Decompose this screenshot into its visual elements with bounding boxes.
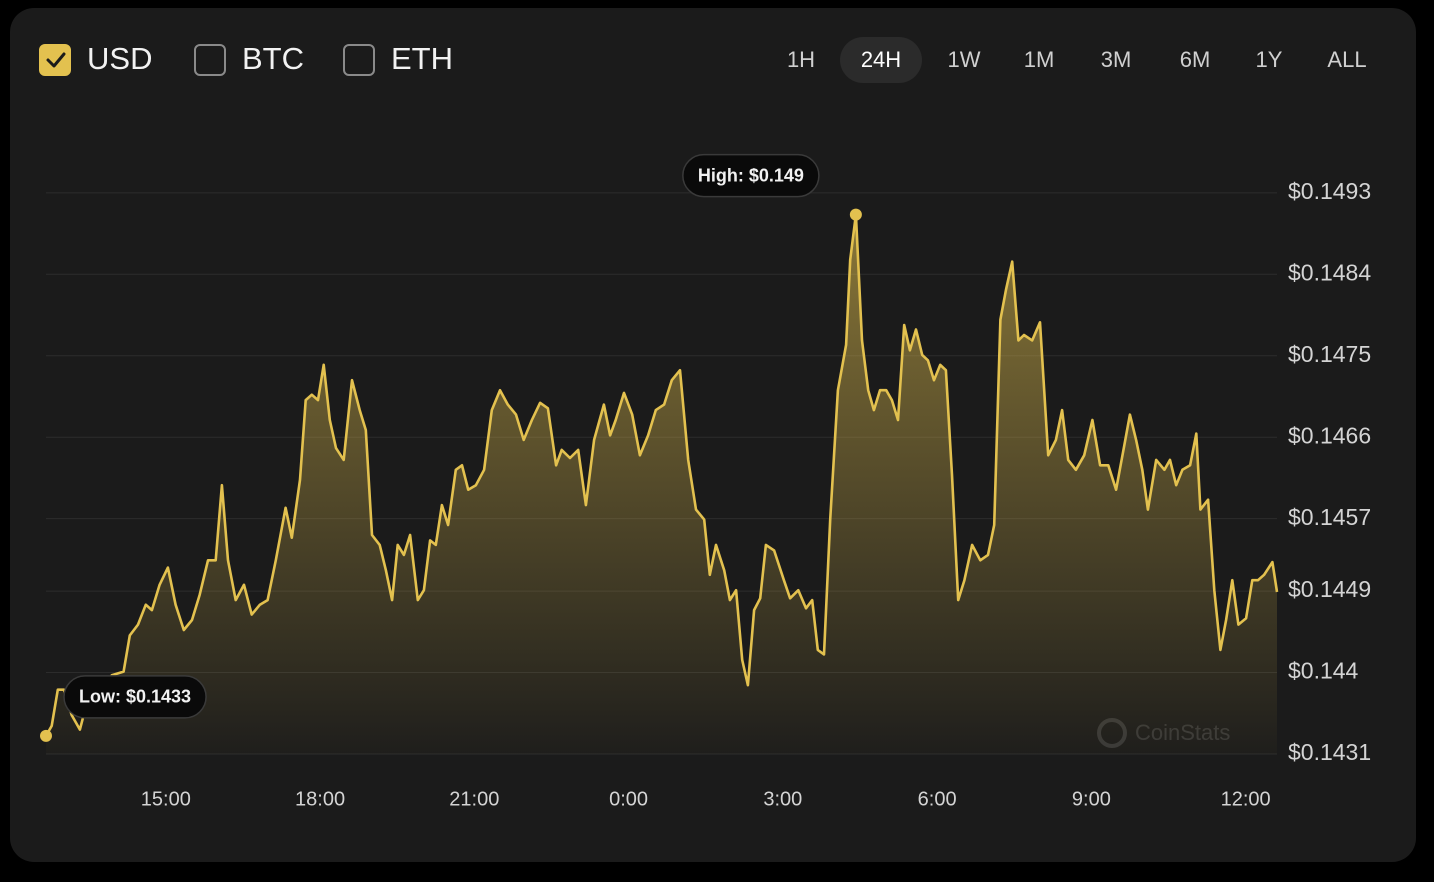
toggle-label[interactable]: USD [87, 41, 152, 76]
range-button[interactable]: 3M [1101, 47, 1132, 72]
currency-toggle[interactable]: USD [39, 41, 152, 76]
range-button[interactable]: 1M [1024, 47, 1055, 72]
y-tick-label: $0.1484 [1288, 259, 1371, 285]
checkbox[interactable] [343, 44, 375, 76]
y-tick-label: $0.1475 [1288, 341, 1371, 367]
callout-box [63, 675, 207, 719]
callout-box [682, 153, 820, 198]
x-tick-label: 9:00 [1072, 788, 1111, 810]
checkbox[interactable] [194, 44, 226, 76]
y-tick-label: $0.1466 [1288, 422, 1371, 448]
range-button[interactable]: ALL [1327, 47, 1366, 72]
x-tick-label: 15:00 [141, 788, 191, 810]
range-button[interactable]: 1W [948, 47, 981, 72]
range-button[interactable]: 1Y [1256, 47, 1283, 72]
high-marker [849, 208, 862, 221]
callout-text: High: $0.149 [698, 165, 804, 185]
x-tick-label: 12:00 [1221, 788, 1271, 810]
x-tick-label: 6:00 [918, 788, 957, 810]
range-pill[interactable] [840, 37, 922, 83]
high-callout: High: $0.149 [682, 153, 820, 198]
currency-toggle[interactable]: BTC [194, 41, 304, 76]
x-tick-label: 18:00 [295, 788, 345, 810]
x-tick-label: 21:00 [449, 788, 499, 810]
y-tick-label: $0.144 [1288, 658, 1359, 684]
range-button[interactable]: 6M [1180, 47, 1211, 72]
low-marker [40, 729, 52, 742]
toggle-label[interactable]: BTC [242, 41, 304, 76]
range-button[interactable]: 1H [787, 47, 815, 72]
check-mark [46, 52, 66, 68]
low-callout: Low: $0.1433 [63, 675, 207, 719]
y-tick-label: $0.1457 [1288, 504, 1371, 530]
y-tick-label: $0.1449 [1288, 576, 1371, 602]
x-tick-label: 3:00 [763, 788, 802, 810]
callout-text: Low: $0.1433 [79, 687, 191, 707]
range-button[interactable]: 24H [861, 47, 901, 72]
currency-toggle[interactable]: ETH [343, 41, 453, 76]
x-tick-label: 0:00 [609, 788, 648, 810]
y-tick-label: $0.1493 [1288, 178, 1371, 204]
price-line [44, 213, 1279, 737]
toggle-label[interactable]: ETH [391, 41, 453, 76]
checkbox[interactable] [39, 44, 71, 76]
y-tick-label: $0.1431 [1288, 739, 1371, 765]
area [46, 214, 1277, 755]
